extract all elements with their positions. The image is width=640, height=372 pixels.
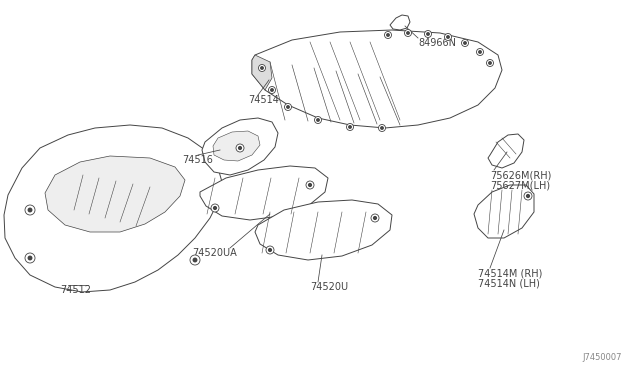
Polygon shape [4,125,222,292]
Circle shape [479,51,481,53]
Circle shape [489,62,492,64]
Circle shape [447,36,449,38]
Polygon shape [200,166,328,220]
Text: 74514M (RH): 74514M (RH) [478,268,542,278]
Circle shape [308,184,312,186]
Circle shape [269,87,275,93]
Text: 74514N (LH): 74514N (LH) [478,279,540,289]
Circle shape [236,144,244,152]
Circle shape [346,124,353,131]
Text: J7450007: J7450007 [582,353,622,362]
Circle shape [374,217,376,219]
Text: 74516: 74516 [182,155,213,165]
Circle shape [193,258,196,262]
Circle shape [527,195,529,198]
Text: 74520UA: 74520UA [192,248,237,258]
Circle shape [314,116,321,124]
Circle shape [28,208,32,212]
Text: 75626M(RH): 75626M(RH) [490,170,552,180]
Circle shape [287,106,289,108]
Circle shape [424,31,431,38]
Circle shape [269,248,271,251]
Circle shape [190,255,200,265]
Polygon shape [252,55,272,90]
Circle shape [285,103,291,110]
Polygon shape [255,200,392,260]
Circle shape [445,33,451,41]
Circle shape [259,64,266,71]
Circle shape [260,67,263,69]
Circle shape [385,32,392,38]
Circle shape [378,125,385,131]
Circle shape [381,127,383,129]
Circle shape [371,214,379,222]
Circle shape [306,181,314,189]
Polygon shape [45,156,185,232]
Circle shape [317,119,319,121]
Circle shape [211,204,219,212]
Circle shape [214,206,216,209]
Text: 74514: 74514 [248,95,279,105]
Text: 84966N: 84966N [418,38,456,48]
Circle shape [486,60,493,67]
Text: 74520U: 74520U [310,282,348,292]
Text: 74512: 74512 [60,285,91,295]
Circle shape [28,256,32,260]
Circle shape [25,253,35,263]
Circle shape [387,34,389,36]
Polygon shape [474,185,534,238]
Circle shape [461,39,468,46]
Circle shape [407,32,409,34]
Circle shape [524,192,532,200]
Circle shape [464,42,466,44]
Circle shape [349,126,351,128]
Polygon shape [488,134,524,168]
Circle shape [477,48,483,55]
Circle shape [271,89,273,91]
Polygon shape [202,118,278,175]
Polygon shape [213,131,260,161]
Circle shape [25,205,35,215]
Circle shape [427,33,429,35]
Circle shape [239,147,241,150]
Polygon shape [252,30,502,128]
Text: 75627M(LH): 75627M(LH) [490,181,550,191]
Circle shape [266,246,274,254]
Polygon shape [390,15,410,30]
Circle shape [404,29,412,36]
